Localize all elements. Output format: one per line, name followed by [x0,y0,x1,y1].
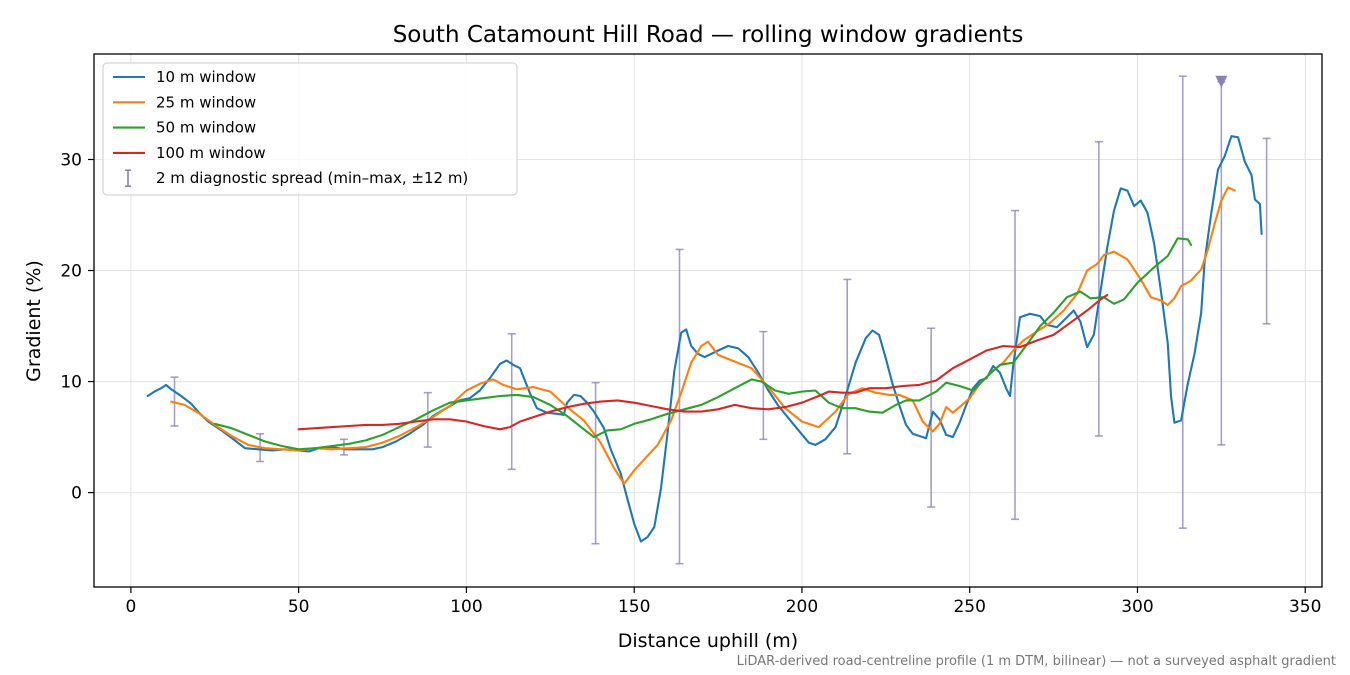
x-tick-label: 100 [450,597,482,617]
legend-label: 2 m diagnostic spread (min–max, ±12 m) [156,169,468,187]
legend-entry: 25 m window [113,93,256,111]
legend-label: 10 m window [156,68,256,86]
x-tick-label: 350 [1289,597,1321,617]
x-tick-label: 200 [786,597,818,617]
x-tick-label: 250 [953,597,985,617]
footnote: LiDAR-derived road-centreline profile (1… [737,654,1336,669]
legend-box [102,62,518,196]
legend-entry: 100 m window [113,144,266,162]
series-line [213,237,1193,451]
y-axis-label: Gradient (%) [23,260,45,382]
series-line [170,186,1236,485]
x-axis-label: Distance uphill (m) [618,630,798,652]
legend-label: 50 m window [156,119,256,137]
error-bar [1178,75,1187,529]
y-tick-label: 0 [71,484,82,504]
x-tick-label: 150 [618,597,650,617]
series-line [146,135,1263,543]
error-bar [1215,75,1228,446]
error-bar [507,333,516,471]
error-bar [339,438,348,456]
clipped-marker-triangle [1215,75,1228,88]
error-bar [1011,209,1019,521]
y-tick-label: 20 [60,262,82,282]
series-line [297,293,1109,431]
x-tick-label: 0 [125,597,136,617]
error-bar [843,278,852,455]
x-tick-label: 50 [288,597,310,617]
error-bar [759,330,768,441]
legend-entry: 2 m diagnostic spread (min–max, ±12 m) [125,169,468,187]
legend-entry: 50 m window [113,119,256,137]
error-bar [591,381,600,545]
y-tick-label: 10 [60,373,82,393]
plot-area [146,75,1271,565]
legend-label: 100 m window [156,144,266,162]
legend: 10 m window 25 m window 50 m window 100 m w… [102,62,518,196]
y-tick-label: 30 [60,150,82,170]
error-bar [675,248,684,565]
legend-label: 25 m window [156,93,256,111]
axes-frame [93,53,1323,588]
error-bar [1094,140,1103,437]
legend-entry: 10 m window [113,68,256,86]
error-bar [1262,137,1271,325]
axis-ticks: 0 50 100 150 200 250 300 350 0 10 20 30 [60,150,1321,617]
x-tick-label: 300 [1121,597,1153,617]
chart-title: South Catamount Hill Road — rolling wind… [393,22,1024,48]
